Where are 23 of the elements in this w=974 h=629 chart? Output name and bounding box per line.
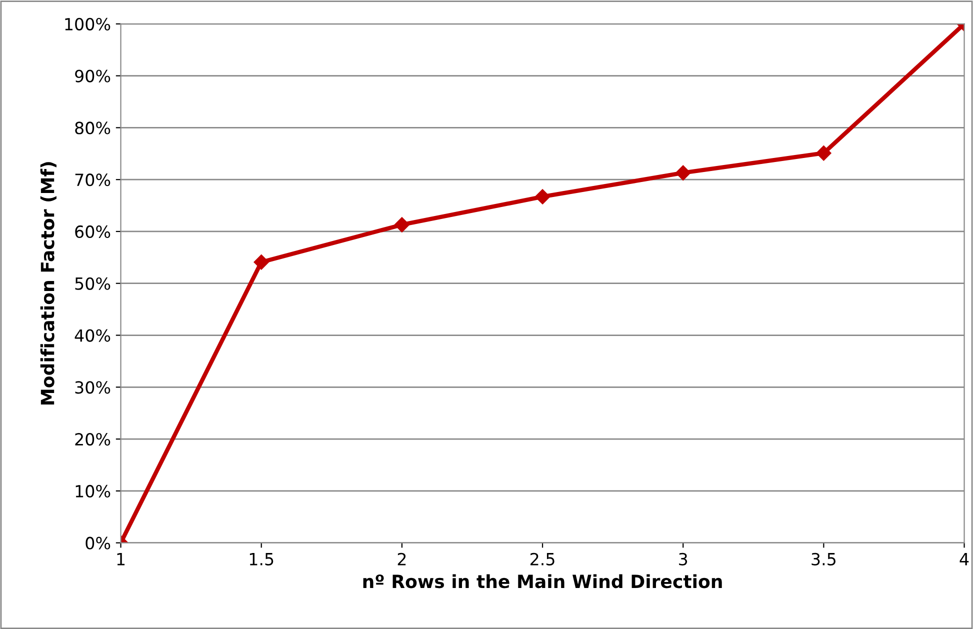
point	[534, 189, 550, 204]
x-tick-label: 2	[398, 552, 406, 566]
y-axis-title: Modification Factor (Mf)	[40, 162, 56, 404]
x-tick-label: 1.5	[250, 553, 274, 566]
y-tick-label: 70%	[75, 174, 110, 186]
y-tick-label: 10%	[76, 484, 110, 498]
y-tick-label: 50%	[75, 277, 110, 290]
y-tick-label: 90%	[75, 70, 110, 82]
y-tick-label: 0%	[86, 536, 110, 550]
x-tick-label: 1	[117, 553, 125, 566]
x-tick-label: 3.5	[812, 552, 836, 566]
point	[394, 217, 410, 232]
y-tick-label: 40%	[74, 329, 110, 342]
x-axis-title: nº Rows in the Main Wind Direction	[363, 574, 722, 588]
y-tick-label: 20%	[75, 433, 110, 446]
point	[676, 165, 691, 180]
x-tick-label: 3	[679, 552, 688, 566]
y-tick-label: 60%	[75, 225, 110, 238]
x-tick-label: 2.5	[530, 552, 554, 566]
y-tick-label: 100%	[65, 18, 110, 30]
y-tick-label: 80%	[75, 122, 110, 134]
y-tick-label: 30%	[75, 381, 110, 394]
x-tick-label: 4	[960, 553, 969, 566]
